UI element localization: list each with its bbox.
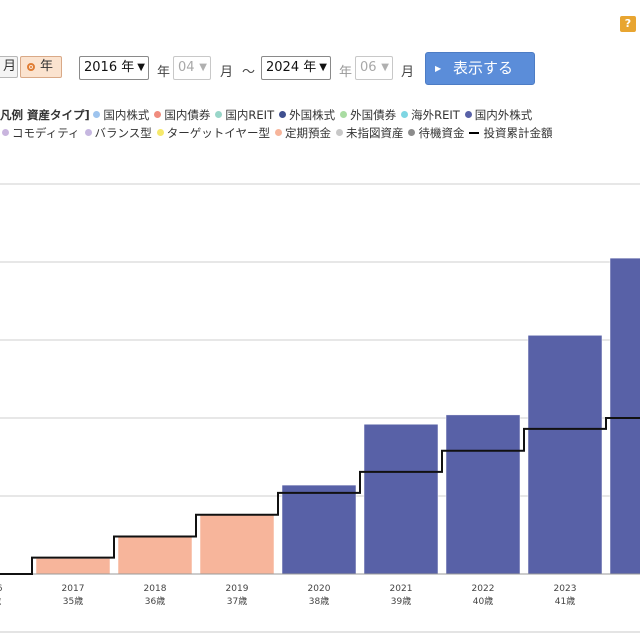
legend-row: コモディティ バランス型 ターゲットイヤー型 定期預金 未指図資産 待機資金 投資累計金額 [2, 125, 557, 141]
period-year-radio[interactable]: 年 [20, 56, 62, 78]
x-tick-sublabel: 38歳 [309, 595, 329, 607]
x-tick-label: 2017 [62, 584, 85, 594]
legend-dot-icon [215, 111, 223, 118]
x-tick-label: 2020 [308, 584, 331, 594]
x-tick-sublabel: 35歳 [63, 595, 83, 607]
legend-item: 国内債券 [154, 107, 210, 123]
radio-selected-icon [27, 63, 35, 71]
bar [445, 414, 521, 575]
start-year-unit: 年 [157, 65, 171, 80]
end-month-value: 06 [360, 60, 377, 75]
period-month-radio[interactable]: 月 [0, 56, 18, 78]
cumulative-step-line [0, 417, 640, 575]
x-tick-sublabel: 41歳 [555, 595, 575, 607]
chevron-down-icon: ▼ [137, 62, 145, 73]
bar [609, 257, 640, 575]
x-tick-label: 2018 [144, 584, 167, 594]
legend-item-line: 投資累計金額 [469, 125, 552, 141]
legend-item: 国内株式 [93, 107, 149, 123]
help-icon[interactable]: ? [620, 16, 636, 32]
end-month-select[interactable]: 06 ▼ [355, 56, 393, 80]
legend-dot-icon [279, 111, 287, 118]
legend-dot-icon [93, 111, 101, 118]
legend-label: 海外REIT [411, 108, 460, 122]
bar [35, 558, 111, 575]
legend-label: 投資累計金額 [483, 126, 553, 140]
legend-item: 国内外株式 [464, 107, 533, 123]
x-tick-sublabel: 40歳 [473, 595, 493, 607]
legend-item: 外国株式 [279, 107, 335, 123]
x-tick-label: 2021 [390, 584, 413, 594]
legend-dot-icon [154, 111, 162, 118]
legend-dot-icon [84, 129, 92, 136]
x-tick-sublabel: 39歳 [391, 595, 411, 607]
bar [199, 514, 275, 575]
legend-dot-icon [340, 111, 348, 118]
play-icon: ▶ [435, 64, 442, 73]
x-tick-label: 2023 [554, 584, 577, 594]
legend-line-icon [469, 132, 480, 134]
legend-item: 未指図資産 [335, 125, 404, 141]
end-month-unit: 月 [401, 65, 415, 80]
bar [363, 423, 439, 575]
legend-dot-icon [408, 129, 416, 136]
chevron-down-icon: ▼ [199, 62, 207, 73]
legend-item: バランス型 [84, 125, 152, 141]
legend-label: 国内REIT [225, 108, 275, 122]
legend-item: 待機資金 [408, 125, 464, 141]
legend-item: 国内REIT [215, 107, 274, 123]
start-month-unit: 月 [220, 65, 234, 80]
legend-label: 国内株式 [103, 108, 150, 122]
legend-label: ターゲットイヤー型 [166, 126, 270, 140]
bar [527, 335, 603, 575]
legend-item: 定期預金 [274, 125, 331, 141]
period-month-label: 月 [3, 59, 17, 74]
start-month-select[interactable]: 04 ▼ [173, 56, 211, 80]
period-year-label: 年 [40, 59, 54, 74]
legend-dot-icon [274, 129, 282, 136]
x-tick-sublabel: 37歳 [227, 595, 247, 607]
legend-label: 待機資金 [418, 126, 465, 140]
x-tick-sublabel: 34歳 [0, 595, 1, 607]
show-button-label: 表示する [453, 59, 514, 77]
start-year-select[interactable]: 2016 年 ▼ [79, 56, 149, 80]
legend-dot-icon [401, 111, 409, 118]
legend-item: 海外REIT [401, 107, 460, 123]
x-tick-label: 2019 [226, 584, 249, 594]
bar [281, 484, 357, 575]
start-month-value: 04 [178, 60, 195, 75]
x-tick-label: 2022 [472, 584, 495, 594]
chevron-down-icon: ▼ [381, 62, 389, 73]
chevron-down-icon: ▼ [319, 62, 327, 73]
legend-label: 未指図資産 [345, 126, 404, 140]
legend-dot-icon [2, 129, 9, 136]
show-button[interactable]: ▶ 表示する [425, 52, 535, 85]
period-controls: 月 年 2016 年 ▼ 年 04 ▼ 月 ～ 2024 年 ▼ 年 06 ▼ … [0, 52, 640, 85]
legend-label: 国内外株式 [474, 108, 533, 122]
legend-dot-icon [464, 111, 472, 118]
legend-item: 外国債券 [340, 107, 396, 123]
legend-label: バランス型 [94, 126, 152, 140]
end-year-value: 2024 年 [266, 60, 317, 75]
legend-row: 凡例 資産タイプ] 国内株式 国内債券 国内REIT 外国株式 外国債券 海外REIT 国内… [0, 107, 537, 123]
legend-label: 定期預金 [284, 126, 331, 140]
legend-dot-icon [156, 129, 164, 136]
legend-item: ターゲットイヤー型 [156, 125, 270, 141]
x-tick-label: 2016 [0, 584, 3, 594]
legend-label: 外国株式 [289, 108, 336, 122]
legend-label: 国内債券 [164, 108, 211, 122]
end-year-unit: 年 [339, 65, 353, 80]
legend-dot-icon [335, 129, 343, 136]
legend-label: 外国債券 [350, 108, 397, 122]
legend-title: 凡例 資産タイプ] [0, 108, 90, 122]
legend-label: コモディティ [12, 126, 80, 140]
bar [117, 536, 193, 575]
legend-item: コモディティ [2, 125, 80, 141]
range-separator: ～ [242, 65, 256, 80]
end-year-select[interactable]: 2024 年 ▼ [261, 56, 331, 80]
x-tick-sublabel: 36歳 [145, 595, 165, 607]
start-year-value: 2016 年 [84, 60, 135, 75]
